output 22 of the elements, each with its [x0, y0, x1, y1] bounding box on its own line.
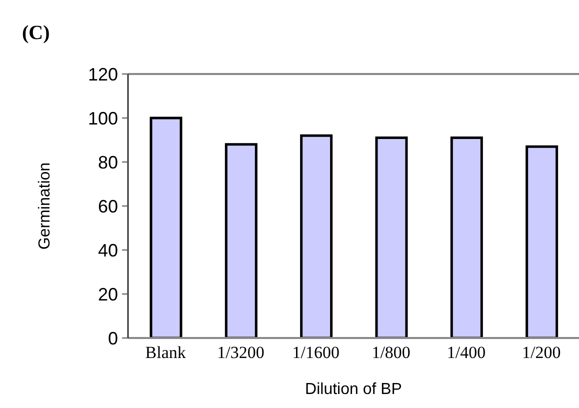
bar — [224, 143, 258, 338]
x-tick-label: 1/800 — [372, 343, 410, 362]
bar — [526, 145, 558, 338]
bar — [300, 134, 333, 338]
x-tick-label: 1/1600 — [292, 343, 340, 362]
y-tick-label: 80 — [98, 152, 118, 172]
x-tick-label: 1/3200 — [217, 343, 264, 362]
bar — [375, 136, 408, 338]
y-tick-label: 120 — [88, 64, 118, 84]
y-tick-label: 60 — [98, 196, 118, 216]
y-tick-label: 0 — [108, 328, 118, 348]
x-tick-label: Blank — [145, 343, 186, 362]
bar — [450, 136, 483, 338]
x-tick-label: 1/200 — [522, 343, 561, 362]
x-axis-title: Dilution of BP — [305, 381, 402, 398]
bar — [150, 116, 182, 338]
y-tick-label: 100 — [88, 108, 118, 128]
y-tick-label: 20 — [98, 284, 118, 304]
chart-title: (C) — [22, 22, 50, 45]
y-axis-title: Germination — [36, 162, 54, 250]
x-tick-label: 1/400 — [446, 343, 486, 362]
y-tick-label: 40 — [98, 240, 118, 260]
